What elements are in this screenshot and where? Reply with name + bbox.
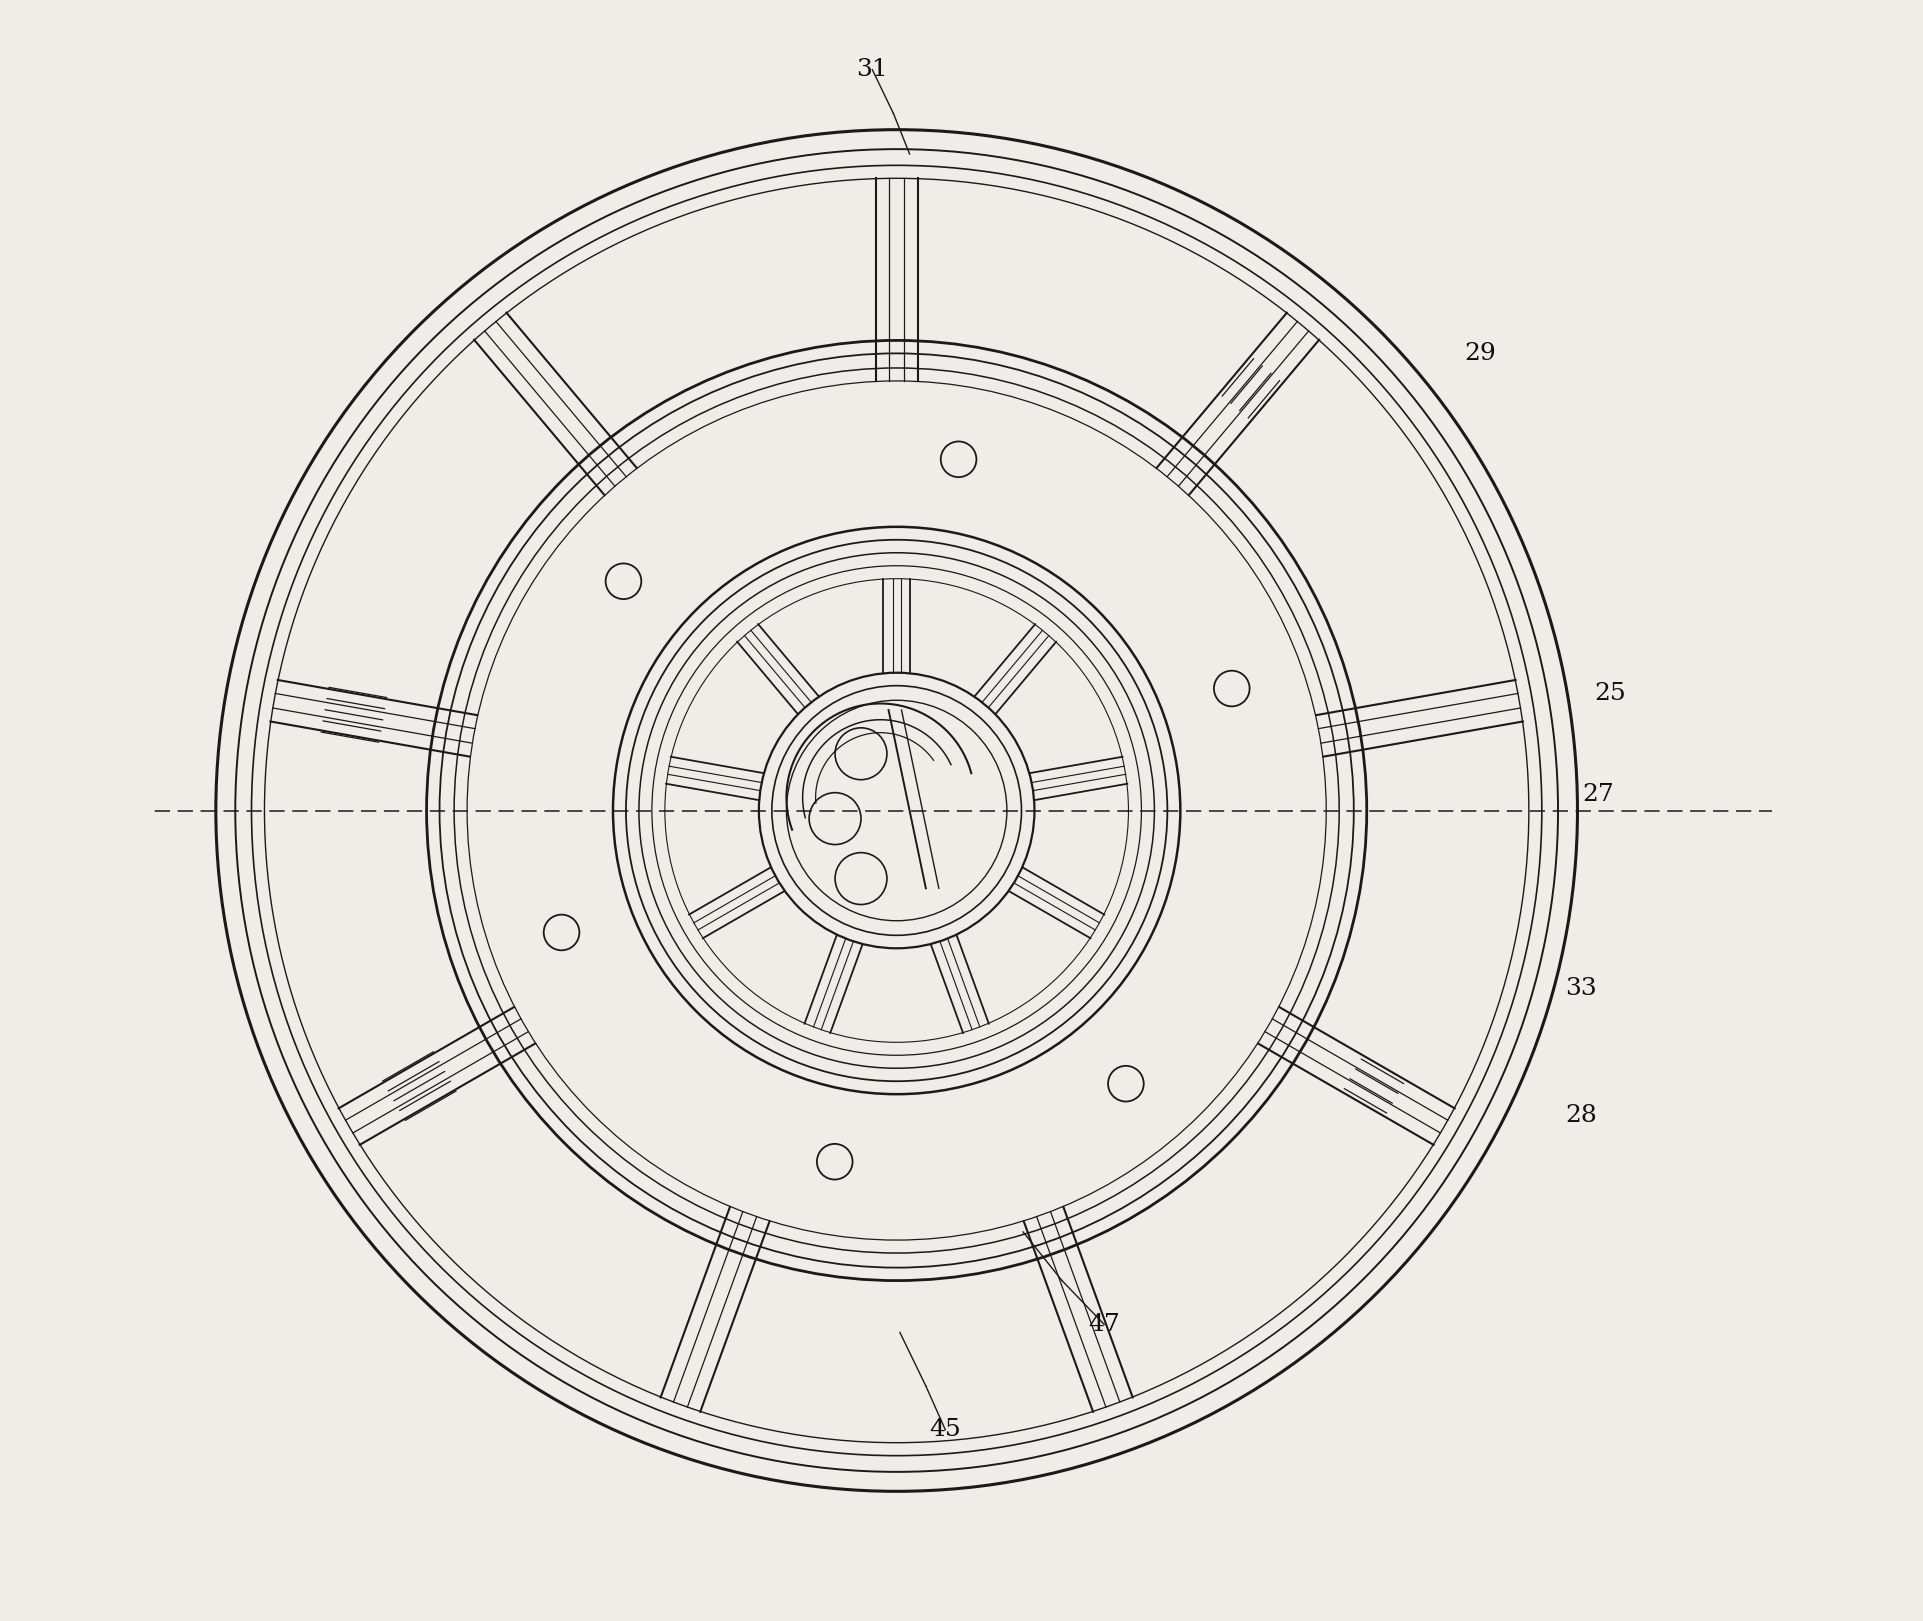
Text: 27: 27: [1583, 783, 1615, 806]
Text: 31: 31: [856, 58, 888, 81]
Text: 45: 45: [929, 1418, 962, 1441]
Text: 29: 29: [1463, 342, 1496, 365]
Text: 33: 33: [1565, 977, 1596, 1000]
Text: 25: 25: [1594, 682, 1625, 705]
Text: 28: 28: [1565, 1104, 1596, 1127]
Text: 47: 47: [1088, 1313, 1119, 1336]
